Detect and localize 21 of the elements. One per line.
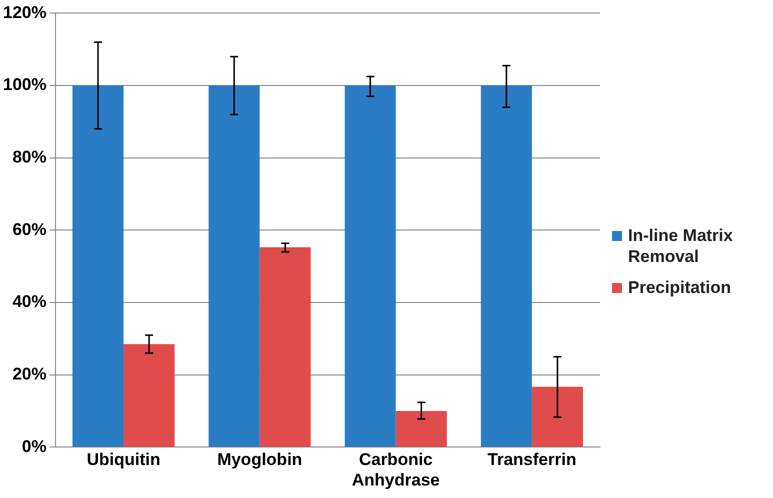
bar <box>480 86 532 447</box>
y-tick-label: 120% <box>2 2 46 22</box>
bar <box>260 247 311 447</box>
y-tick-label: 0% <box>22 436 46 456</box>
bar <box>532 386 583 447</box>
bar <box>208 86 260 447</box>
y-tick-label: 40% <box>12 292 46 312</box>
x-tick-label: Transferrin <box>488 450 576 470</box>
bar <box>72 86 124 447</box>
x-tick-label: Myoglobin <box>217 450 302 470</box>
y-tick-label: 100% <box>2 75 46 94</box>
y-tick-label: 60% <box>12 220 46 239</box>
y-tick-label: 20% <box>12 364 46 384</box>
bar <box>396 411 447 447</box>
x-tick-label: Carbonic Anhydrase <box>352 450 440 490</box>
bar <box>344 86 396 447</box>
x-tick-label: Ubiquitin <box>86 450 160 470</box>
y-tick-label: 80% <box>12 148 46 167</box>
legend-label: Precipitation <box>628 277 731 298</box>
bar <box>124 344 175 447</box>
legend-label: In-line Matrix Removal <box>628 225 734 267</box>
